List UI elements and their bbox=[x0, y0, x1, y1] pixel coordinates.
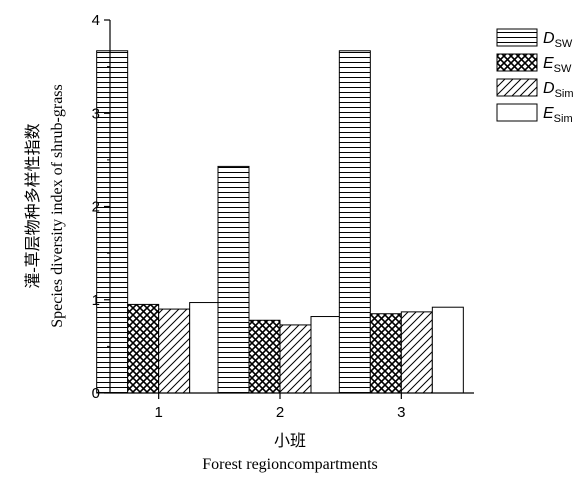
x-tick-label: 2 bbox=[276, 404, 284, 421]
y-tick-label: 0 bbox=[92, 385, 100, 402]
legend-label-DSim: DSim bbox=[543, 80, 574, 100]
y-axis-label-en: Species diversity index of shrub-grass bbox=[49, 84, 66, 328]
y-axis-label-cn: 灌-草层物种多样性指数 bbox=[24, 123, 42, 288]
bar-ESim-1 bbox=[189, 302, 222, 394]
bar-DSim-2 bbox=[279, 324, 312, 394]
x-tick-label: 3 bbox=[397, 404, 405, 421]
bar-ESW-1 bbox=[127, 303, 160, 394]
legend-swatch-ESW bbox=[496, 53, 538, 72]
y-tick-label: 4 bbox=[92, 12, 100, 29]
y-tick-label: 1 bbox=[92, 292, 100, 309]
bars-group bbox=[96, 50, 464, 394]
bar-ESim-2 bbox=[310, 316, 343, 394]
y-ticks: 0 1 2 3 4 bbox=[92, 12, 110, 402]
x-tick-label: 1 bbox=[154, 404, 162, 421]
legend: DSW ESW DSim ESim bbox=[496, 28, 574, 125]
bar-DSim-1 bbox=[158, 308, 191, 394]
bar-ESW-3 bbox=[369, 313, 402, 394]
y-tick-label: 3 bbox=[92, 105, 100, 122]
legend-label-ESim: ESim bbox=[543, 105, 573, 125]
x-axis-label-en: Forest regioncompartments bbox=[202, 456, 378, 473]
bar-ESim-3 bbox=[431, 306, 464, 394]
x-axis-label-cn: 小班 bbox=[274, 432, 306, 450]
bar-DSim-3 bbox=[400, 311, 433, 394]
legend-swatch-DSim bbox=[496, 78, 538, 97]
legend-swatch-DSW bbox=[496, 28, 538, 47]
y-tick-label: 2 bbox=[92, 199, 100, 216]
bar-DSW-3 bbox=[338, 50, 371, 394]
bar-DSW-2 bbox=[217, 165, 250, 394]
legend-label-DSW: DSW bbox=[543, 30, 573, 50]
x-ticks: 1 2 3 bbox=[154, 393, 406, 421]
bar-DSW-1 bbox=[96, 50, 129, 394]
bar-ESW-2 bbox=[248, 319, 281, 394]
legend-label-ESW: ESW bbox=[543, 55, 572, 75]
legend-swatch-ESim bbox=[496, 103, 538, 122]
